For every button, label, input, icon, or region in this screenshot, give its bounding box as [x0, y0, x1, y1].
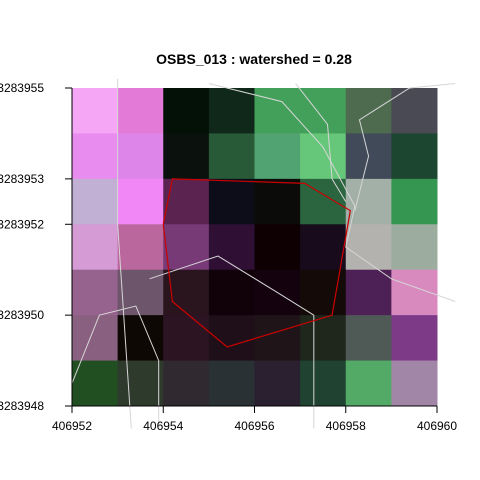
boundary-line — [208, 82, 456, 302]
raster-cell — [117, 360, 164, 407]
raster-cell — [391, 360, 438, 407]
x-tick-label: 406956 — [234, 419, 274, 433]
raster-cell — [72, 315, 119, 362]
raster-cell — [117, 224, 164, 271]
raster-cell — [72, 178, 119, 225]
raster-cell — [72, 133, 119, 180]
raster-cell — [345, 88, 392, 134]
x-tick-label: 406954 — [143, 419, 183, 433]
y-tick-label: 3283952 — [0, 217, 44, 231]
y-tick-label: 3283950 — [0, 308, 44, 322]
raster-cell — [208, 224, 255, 271]
crown-outlines — [162, 178, 351, 348]
raster-cell — [117, 133, 164, 180]
raster-cell — [300, 315, 347, 362]
raster-cell — [391, 224, 438, 271]
crown-outline — [162, 178, 351, 348]
raster-cell — [117, 269, 164, 316]
raster-cell — [300, 133, 347, 180]
boundary-line — [295, 83, 347, 202]
x-tick-label: 406960 — [417, 419, 457, 433]
x-tick-label: 406958 — [326, 419, 366, 433]
raster-cell — [72, 360, 119, 407]
raster-cell — [208, 178, 255, 225]
y-tick-label: 3283955 — [0, 81, 44, 95]
raster-cell — [117, 178, 164, 225]
raster-cell — [254, 360, 301, 407]
raster-cell — [72, 224, 119, 271]
raster-cell — [163, 315, 210, 362]
raster-cell — [163, 224, 210, 271]
raster-cell — [345, 269, 392, 316]
raster-cell — [345, 315, 392, 362]
axes: 406952 406954 406956 406958 406960 3283948 328… — [0, 81, 457, 433]
raster-cell — [254, 315, 301, 362]
raster-cell — [117, 88, 164, 134]
raster-cell — [391, 178, 438, 225]
boundary-line — [354, 82, 456, 211]
raster-cell — [300, 360, 347, 407]
raster-cell — [72, 88, 119, 134]
raster-cell — [163, 360, 210, 407]
y-tick-label: 3283948 — [0, 399, 44, 413]
raster-cell — [345, 178, 392, 225]
raster-cell — [208, 360, 255, 407]
boundary-line — [117, 78, 132, 429]
raster-cell — [300, 178, 347, 225]
boundary-line — [71, 305, 160, 429]
raster-cell — [163, 133, 210, 180]
raster-cell — [300, 88, 347, 134]
raster-cell — [163, 269, 210, 316]
boundary-line — [149, 255, 315, 429]
raster-cell — [208, 133, 255, 180]
boundary-lines — [71, 78, 456, 429]
raster-cell — [300, 224, 347, 271]
raster-cell — [254, 133, 301, 180]
y-tick-label: 3283953 — [0, 172, 44, 186]
raster-cell — [345, 360, 392, 407]
raster-cell — [72, 269, 119, 316]
raster-cell — [254, 88, 301, 134]
raster-cell — [391, 133, 438, 180]
raster-cell — [391, 88, 438, 134]
raster-cell — [391, 315, 438, 362]
raster-cell — [163, 88, 210, 134]
chart-title: OSBS_013 : watershed = 0.28 — [156, 51, 352, 67]
raster-cell — [254, 178, 301, 225]
raster-cell — [208, 88, 255, 134]
raster-cell — [208, 269, 255, 316]
raster-cell — [163, 178, 210, 225]
x-tick-label: 406952 — [52, 419, 92, 433]
raster-cell — [254, 224, 301, 271]
